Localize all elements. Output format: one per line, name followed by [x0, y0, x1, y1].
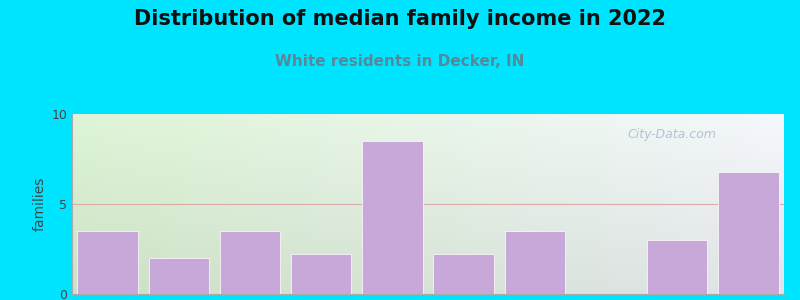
Y-axis label: families: families — [33, 177, 47, 231]
Bar — [291, 254, 351, 294]
Bar — [505, 231, 565, 294]
Bar — [718, 172, 778, 294]
Bar — [647, 240, 707, 294]
Bar — [78, 231, 138, 294]
Bar — [220, 231, 280, 294]
Bar — [362, 141, 422, 294]
Text: Distribution of median family income in 2022: Distribution of median family income in … — [134, 9, 666, 29]
Text: City-Data.com: City-Data.com — [627, 128, 716, 141]
Bar — [149, 258, 209, 294]
Text: White residents in Decker, IN: White residents in Decker, IN — [275, 54, 525, 69]
Bar — [434, 254, 494, 294]
